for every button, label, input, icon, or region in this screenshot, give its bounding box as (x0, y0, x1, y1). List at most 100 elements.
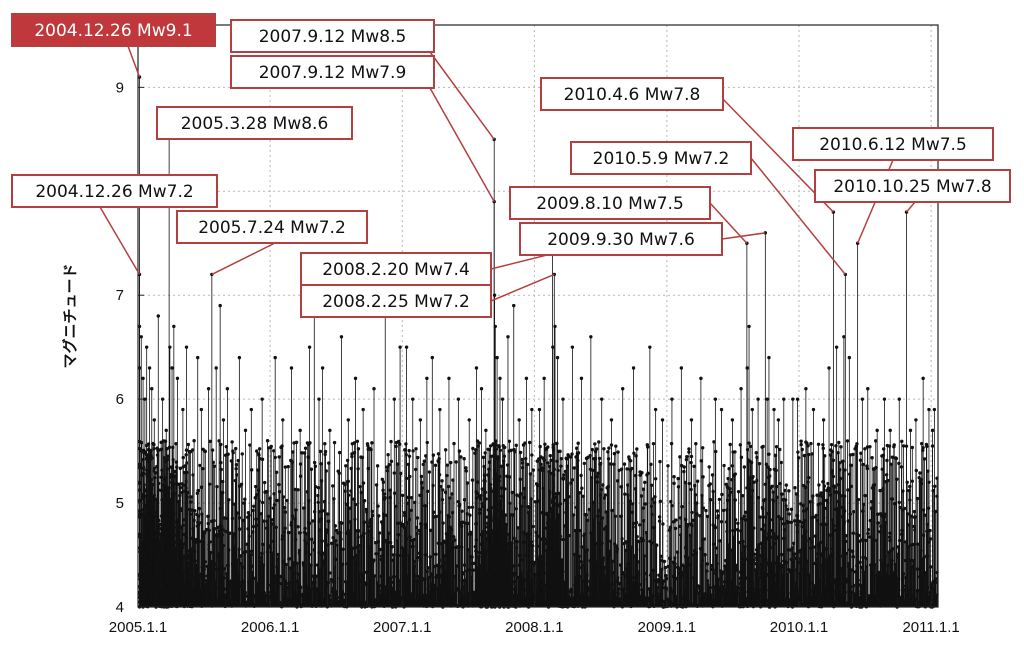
event-point (221, 479, 225, 484)
event-point (320, 509, 325, 513)
event-point (316, 500, 320, 505)
event-point (190, 448, 195, 452)
event-point (318, 592, 322, 596)
event-point (137, 595, 142, 600)
event-point (226, 563, 230, 568)
event-point (394, 444, 398, 449)
event-point (296, 572, 301, 576)
event-point (214, 580, 218, 584)
event-point (370, 513, 375, 518)
event-point (302, 451, 307, 455)
event-point (352, 591, 356, 596)
event-point (359, 490, 364, 495)
event-point (352, 497, 356, 501)
event-point (427, 603, 432, 607)
event-point (179, 582, 184, 587)
event-point (362, 499, 367, 503)
event-point (343, 489, 347, 493)
event-point (311, 574, 315, 578)
event-point (162, 544, 167, 549)
event-point (214, 588, 218, 593)
event-point (342, 592, 347, 596)
event-point (367, 545, 371, 549)
event-point (200, 512, 204, 516)
event-point (286, 464, 290, 469)
event-point (295, 593, 300, 597)
event-point (174, 441, 178, 446)
event-point (445, 473, 449, 478)
event-point (327, 461, 331, 465)
event-point (382, 512, 386, 516)
event-point (236, 458, 240, 463)
event-point (340, 521, 344, 525)
event-point (430, 600, 434, 605)
event-point (229, 459, 234, 463)
event-point (160, 468, 164, 472)
event-point (230, 516, 235, 521)
event-point (237, 516, 242, 520)
event-point (403, 547, 408, 552)
event-point (364, 507, 368, 512)
event-point (206, 514, 210, 519)
event-point (139, 585, 144, 589)
event-point (225, 516, 230, 521)
event-point (362, 520, 366, 524)
event-point (173, 474, 178, 478)
event-point (227, 548, 231, 552)
event-point (288, 566, 292, 570)
event-point (322, 499, 327, 504)
event-point (285, 581, 289, 586)
event-point (217, 552, 222, 556)
event-point (224, 444, 229, 449)
event-point (299, 585, 303, 589)
event-point (258, 555, 263, 560)
event-point (407, 454, 412, 458)
event-point (419, 474, 424, 479)
event-point (235, 558, 239, 562)
event-point (271, 506, 276, 510)
event-point (165, 447, 169, 451)
event-point (353, 517, 357, 521)
event-point (137, 592, 142, 596)
event-point (357, 544, 362, 548)
event-point (238, 584, 242, 588)
event-point (144, 578, 149, 582)
event-point (266, 544, 271, 548)
event-point (275, 565, 280, 569)
event-point (184, 486, 188, 490)
event-point (423, 522, 428, 527)
event-point (153, 564, 158, 568)
event-point (209, 585, 214, 589)
event-point (350, 546, 355, 550)
event-point (154, 531, 158, 535)
event-point (373, 574, 377, 578)
event-point (164, 590, 169, 594)
event-point (426, 566, 431, 570)
event-point (355, 545, 359, 550)
event-point (375, 581, 379, 585)
event-point (270, 551, 275, 555)
event-point (344, 502, 348, 507)
event-point (407, 448, 411, 453)
event-point (153, 567, 157, 571)
event-point (422, 459, 427, 463)
event-point (146, 442, 151, 446)
event-point (354, 578, 358, 582)
event-point (198, 463, 202, 468)
event-point (323, 449, 328, 454)
event-point (356, 535, 360, 539)
event-point (306, 455, 310, 459)
event-point (412, 564, 416, 569)
event-point (332, 440, 337, 445)
event-point (355, 439, 360, 444)
event-point (222, 576, 226, 580)
event-point (149, 521, 153, 526)
event-point (139, 581, 143, 585)
event-point (201, 602, 206, 606)
event-point (404, 537, 408, 541)
event-point (437, 558, 442, 563)
event-point (245, 542, 249, 546)
event-point (272, 580, 277, 584)
event-point (248, 577, 253, 581)
